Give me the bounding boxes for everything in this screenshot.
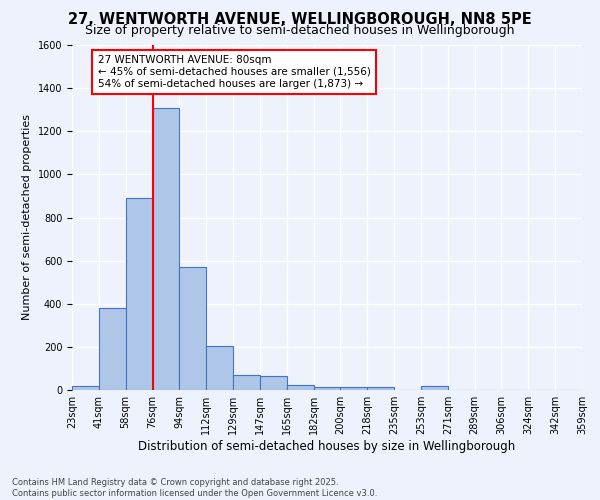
Bar: [314, 387, 340, 390]
Text: Size of property relative to semi-detached houses in Wellingborough: Size of property relative to semi-detach…: [85, 24, 515, 37]
Bar: [287, 384, 314, 390]
Bar: [260, 376, 287, 390]
Bar: [152, 108, 179, 390]
Bar: [367, 387, 394, 390]
Bar: [125, 198, 152, 390]
Text: 27, WENTWORTH AVENUE, WELLINGBOROUGH, NN8 5PE: 27, WENTWORTH AVENUE, WELLINGBOROUGH, NN…: [68, 12, 532, 28]
Bar: [72, 386, 99, 390]
X-axis label: Distribution of semi-detached houses by size in Wellingborough: Distribution of semi-detached houses by …: [139, 440, 515, 453]
Bar: [233, 375, 260, 390]
Bar: [179, 267, 206, 390]
Bar: [340, 387, 367, 390]
Bar: [206, 346, 233, 390]
Bar: [99, 308, 125, 390]
Y-axis label: Number of semi-detached properties: Number of semi-detached properties: [22, 114, 32, 320]
Text: 27 WENTWORTH AVENUE: 80sqm
← 45% of semi-detached houses are smaller (1,556)
54%: 27 WENTWORTH AVENUE: 80sqm ← 45% of semi…: [97, 56, 370, 88]
Text: Contains HM Land Registry data © Crown copyright and database right 2025.
Contai: Contains HM Land Registry data © Crown c…: [12, 478, 377, 498]
Bar: [421, 386, 448, 390]
